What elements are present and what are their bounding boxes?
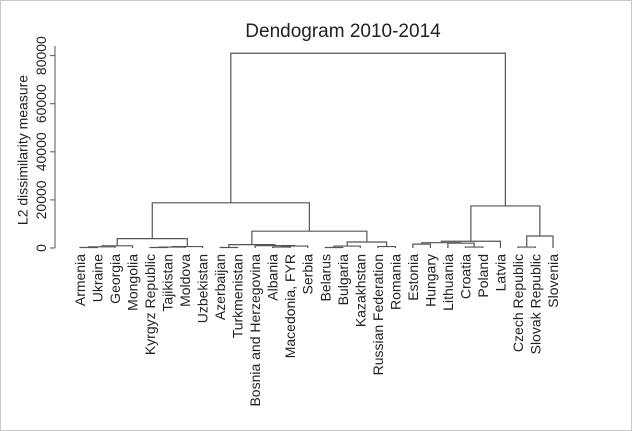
y-tick-label: 40000 [33, 132, 49, 171]
leaf-label: Romania [387, 254, 403, 310]
leaf-label: Tajikistan [160, 254, 176, 312]
leaf-label: Poland [475, 254, 491, 298]
y-tick-label: 0 [33, 244, 49, 252]
dendrogram-link [440, 240, 502, 248]
leaf-label: Serbia [300, 254, 316, 295]
leaf-label: Slovenia [545, 254, 561, 308]
dendrogram-link [251, 230, 368, 245]
leaf-label: Ukraine [90, 254, 106, 302]
dendrogram-link [421, 242, 462, 245]
leaf-label: Czech Republic [510, 254, 526, 352]
leaf-label: Macedonia, FYR [282, 254, 298, 358]
leaf-label: Turkmenistan [230, 254, 246, 338]
leaf-label: Russian Federation [370, 254, 386, 375]
leaf-label: Croatia [457, 254, 473, 299]
leaf-label: Slovak Republic [527, 254, 543, 354]
leaf-label: Uzbekistan [195, 254, 211, 323]
leaf-label: Belarus [317, 254, 333, 301]
leaf-label: Albania [265, 254, 281, 301]
leaf-label: Moldova [177, 254, 193, 307]
leaf-label: Kazakhstan [352, 254, 368, 327]
leaf-label: Estonia [405, 254, 421, 301]
y-tick-label: 20000 [33, 180, 49, 219]
leaf-label: Latvia [492, 254, 508, 292]
y-tick-label: 60000 [33, 84, 49, 123]
chart-title: Dendogram 2010-2014 [245, 21, 441, 42]
leaf-label: Armenia [72, 254, 88, 306]
y-tick-label: 80000 [33, 36, 49, 75]
leaf-label: Kyrgyz Republic [142, 254, 158, 355]
dendrogram-link [230, 52, 506, 206]
leaf-label: Lithuania [440, 254, 456, 311]
leaf-label: Bulgaria [335, 254, 351, 306]
dendrogram-link [101, 245, 134, 248]
leaf-label: Hungary [422, 254, 438, 307]
leaf-label: Bosnia and Herzegovina [247, 254, 263, 407]
y-axis-label: L2 dissimilarity measure [15, 75, 31, 225]
dendrogram-link [88, 246, 116, 248]
leaf-label: Azerbaijan [212, 254, 228, 320]
leaf-label: Mongolia [125, 254, 141, 311]
leaf-label: Georgia [107, 254, 123, 304]
dendrogram-link [470, 205, 541, 242]
